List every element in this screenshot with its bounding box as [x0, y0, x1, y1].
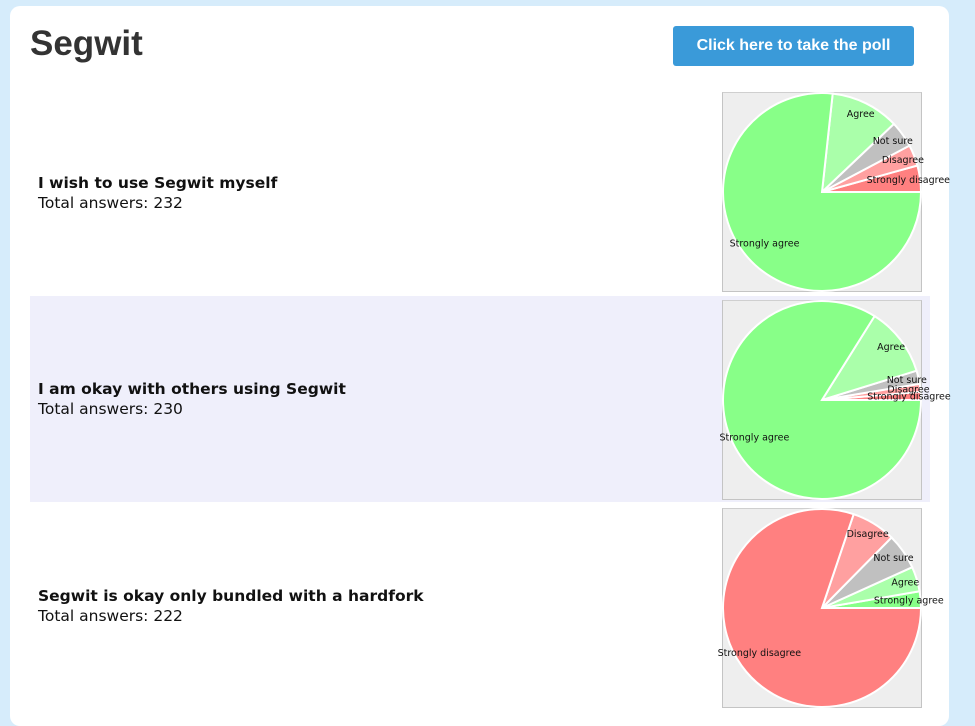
pie-label: Agree	[877, 342, 905, 353]
page-title: Segwit	[30, 24, 143, 63]
total-answers: Total answers: 222	[38, 607, 183, 625]
total-answers: Total answers: 232	[38, 194, 183, 212]
pie-label: Strongly agree	[874, 596, 944, 607]
question-text-block: I wish to use Segwit myself Total answer…	[38, 173, 277, 213]
pie-label: Strongly agree	[719, 432, 789, 443]
question-label: I wish to use Segwit myself	[38, 174, 278, 192]
pie-label: Strongly agree	[730, 239, 800, 250]
pie-slice-agree	[819, 314, 918, 402]
pie-label: Strongly disagree	[718, 648, 802, 659]
pie-label: Agree	[847, 109, 875, 120]
question-label: I am okay with others using Segwit	[38, 380, 346, 398]
pie-slice-strongly-agree	[722, 92, 923, 292]
pie-label: Disagree	[882, 155, 924, 166]
pie-chart: Strongly agree Agree Not sure Disagree Stron…	[718, 508, 944, 709]
question-text-block: I am okay with others using Segwit Total…	[38, 379, 346, 419]
pie-chart: Strongly disagree Disagree Not sure Agree St…	[722, 92, 950, 292]
question-row: I am okay with others using Segwit Total…	[30, 296, 951, 502]
pie-slice-strongly-disagree	[722, 508, 923, 709]
question-row: I wish to use Segwit myself Total answer…	[30, 90, 950, 296]
pie-label: Agree	[891, 578, 919, 589]
pie-label: Strongly disagree	[867, 175, 951, 186]
pie-label: Disagree	[887, 384, 929, 395]
question-text-block: Segwit is okay only bundled with a hardf…	[38, 586, 424, 626]
question-row: Segwit is okay only bundled with a hardf…	[30, 503, 944, 709]
pie-label: Strongly disagree	[867, 391, 951, 402]
pie-label: Not sure	[887, 375, 927, 386]
pie-label: Not sure	[873, 136, 913, 147]
question-label: Segwit is okay only bundled with a hardf…	[38, 587, 424, 605]
poll-results-card: Segwit Click here to take the poll I wis…	[10, 6, 951, 726]
total-answers: Total answers: 230	[38, 400, 183, 418]
pie-label: Not sure	[873, 553, 913, 564]
take-poll-button[interactable]: Click here to take the poll	[673, 26, 914, 66]
pie-slice-agree	[820, 92, 896, 195]
pie-slice-strongly-agree	[722, 300, 923, 500]
pie-label: Disagree	[847, 529, 889, 540]
